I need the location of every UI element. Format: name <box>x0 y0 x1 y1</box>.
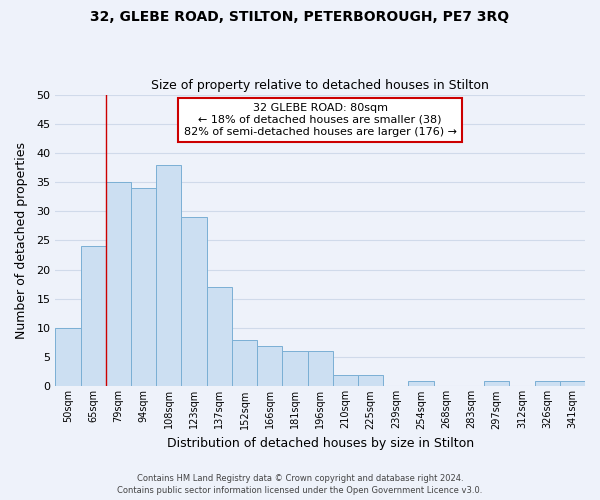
Bar <box>308 352 333 386</box>
Bar <box>257 346 283 387</box>
Text: Contains HM Land Registry data © Crown copyright and database right 2024.
Contai: Contains HM Land Registry data © Crown c… <box>118 474 482 495</box>
Bar <box>409 380 434 386</box>
Bar <box>358 374 383 386</box>
Bar <box>131 188 156 386</box>
Bar <box>206 287 232 386</box>
Bar <box>55 328 80 386</box>
Bar <box>80 246 106 386</box>
Y-axis label: Number of detached properties: Number of detached properties <box>15 142 28 339</box>
Bar <box>156 164 181 386</box>
Bar <box>106 182 131 386</box>
Bar <box>283 352 308 386</box>
Bar <box>333 374 358 386</box>
Bar <box>232 340 257 386</box>
Bar <box>484 380 509 386</box>
X-axis label: Distribution of detached houses by size in Stilton: Distribution of detached houses by size … <box>167 437 474 450</box>
Bar <box>181 217 206 386</box>
Text: 32 GLEBE ROAD: 80sqm
← 18% of detached houses are smaller (38)
82% of semi-detac: 32 GLEBE ROAD: 80sqm ← 18% of detached h… <box>184 104 457 136</box>
Bar <box>535 380 560 386</box>
Text: 32, GLEBE ROAD, STILTON, PETERBOROUGH, PE7 3RQ: 32, GLEBE ROAD, STILTON, PETERBOROUGH, P… <box>91 10 509 24</box>
Title: Size of property relative to detached houses in Stilton: Size of property relative to detached ho… <box>151 79 489 92</box>
Bar <box>560 380 585 386</box>
